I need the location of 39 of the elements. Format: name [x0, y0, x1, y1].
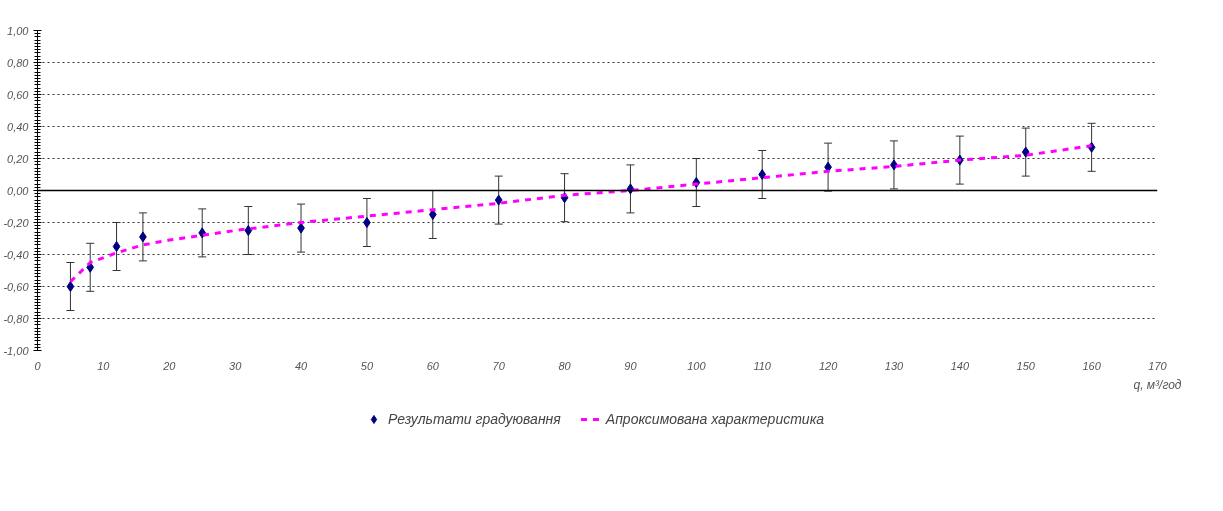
x-tick-label: 130: [884, 359, 905, 372]
x-tick-label: 80: [558, 359, 572, 372]
point: [363, 217, 371, 228]
legend-label: Результати градуювання: [387, 411, 561, 427]
legend-label: Апроксимована характеристика: [605, 411, 825, 427]
point: [494, 194, 503, 206]
x-tick-label: 140: [950, 359, 970, 372]
y-tick-label: -0,80: [3, 312, 30, 325]
x-tick-label: 120: [818, 359, 839, 372]
x-tick-label: 150: [1016, 359, 1036, 372]
y-tick-label: -0,40: [3, 248, 30, 261]
point: [1021, 146, 1030, 158]
x-tick-label: 170: [1148, 359, 1168, 372]
x-tick-label: 60: [426, 359, 440, 372]
x-tick-label: 100: [687, 359, 707, 372]
y-tick-label: 1,00: [7, 24, 30, 37]
y-tick-label: 0,00: [7, 184, 30, 197]
x-tick-label: 70: [492, 359, 506, 372]
point: [66, 281, 75, 292]
x-tick-label: 0: [34, 359, 42, 372]
x-tick-label: 40: [294, 359, 309, 372]
x-tick-label: 110: [753, 359, 772, 372]
point: [112, 241, 121, 252]
x-axis-title: q, м³/год: [1133, 377, 1182, 392]
x-tick-label: 20: [162, 359, 177, 372]
x-tick-label: 160: [1082, 359, 1102, 372]
y-tick-label: -1,00: [3, 344, 30, 357]
y-tick-label: -0,20: [3, 216, 30, 229]
y-tick-label: 0,20: [7, 152, 30, 165]
x-tick-label: 10: [97, 359, 111, 372]
x-tick-label: 30: [229, 359, 243, 372]
y-tick-label: 0,60: [7, 88, 30, 101]
y-tick-label: -0,60: [3, 280, 30, 293]
y-tick-label: 0,40: [7, 120, 30, 133]
point: [758, 169, 767, 180]
x-tick-label: 50: [360, 359, 374, 372]
y-tick-label: 0,80: [7, 56, 30, 69]
x-tick-label: 90: [624, 359, 638, 372]
point: [244, 225, 253, 236]
